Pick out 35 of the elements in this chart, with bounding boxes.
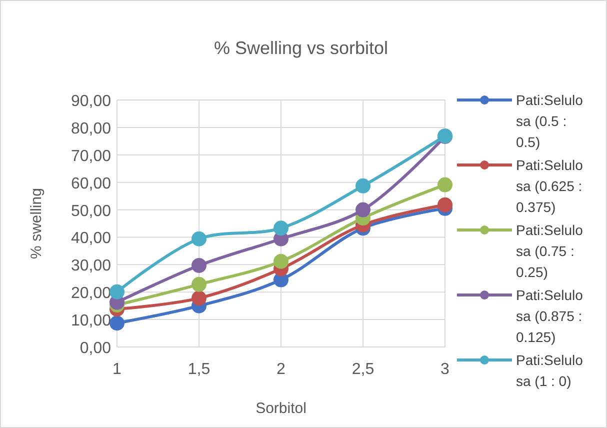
y-tick-label: 20,00 xyxy=(70,285,112,302)
point xyxy=(192,276,206,292)
y-tick-label: 10,00 xyxy=(70,312,112,330)
point xyxy=(356,202,370,218)
y-axis-title: % swelling xyxy=(28,188,45,259)
x-tick-label: 1,5 xyxy=(188,361,210,378)
legend-label: Pati:Selulosa (0.875 : 0.125) xyxy=(516,287,584,345)
y-tick-label: 40,00 xyxy=(70,230,112,248)
point xyxy=(438,177,452,192)
x-tick-label: 3 xyxy=(440,361,450,378)
y-tick-label: 30,00 xyxy=(70,258,112,275)
point xyxy=(274,254,288,269)
x-tick-label: 2,5 xyxy=(352,361,374,378)
legend-label: Pati:Selulosa (0.625 : 0.375) xyxy=(516,157,584,215)
legend-label: Pati:Selulosa (0.75 : 0.25) xyxy=(516,222,584,280)
point xyxy=(192,258,206,273)
legend-label: Pati:Selulosa (1 : 0) xyxy=(516,352,584,389)
point xyxy=(274,220,288,236)
legend-label: Pati:Selulosa (0.5 : 0.5) xyxy=(516,92,584,150)
y-tick-label: 70,00 xyxy=(70,148,112,165)
y-tick-label: 90,00 xyxy=(70,93,112,110)
y-tick-label: 60,00 xyxy=(70,175,112,192)
point xyxy=(192,290,206,306)
x-axis-title: Sorbitol xyxy=(256,400,306,417)
point xyxy=(356,178,370,194)
point xyxy=(438,197,452,212)
y-tick-label: 80,00 xyxy=(70,120,112,138)
y-tick-label: 50,00 xyxy=(70,202,112,220)
x-tick-label: 2 xyxy=(276,361,286,378)
point xyxy=(110,284,124,300)
x-tick-label: 1 xyxy=(112,361,122,378)
y-tick-label: 0,00 xyxy=(80,340,112,357)
point xyxy=(192,231,206,246)
chart-title: % Swelling vs sorbitol xyxy=(214,38,388,58)
point xyxy=(110,316,124,331)
